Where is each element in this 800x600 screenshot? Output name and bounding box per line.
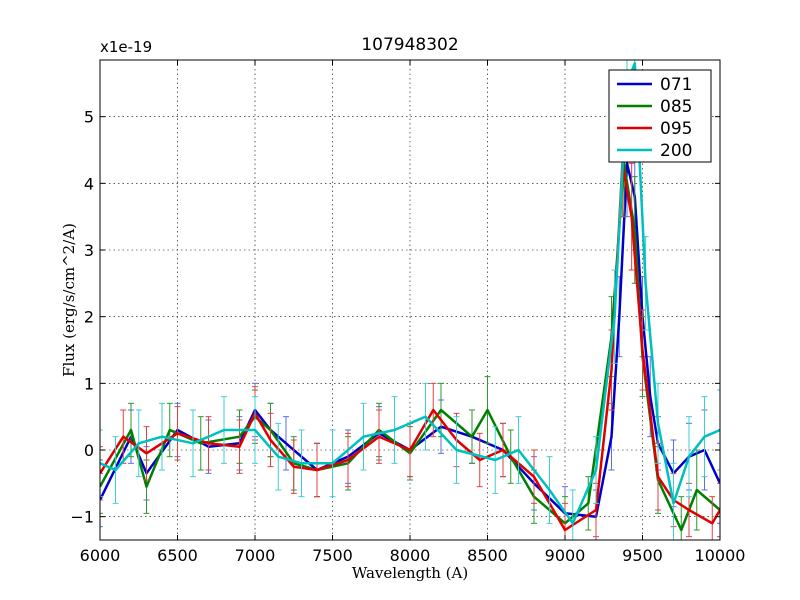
legend-label-095: 095	[660, 119, 692, 139]
series-200	[100, 60, 720, 540]
x-tick-label: 7000	[235, 546, 276, 565]
x-tick-label: 10000	[695, 546, 746, 565]
y-tick-label: 5	[84, 108, 94, 127]
y-tick-label: −1	[70, 508, 94, 527]
x-tick-label: 8500	[467, 546, 508, 565]
axis-ticks	[99, 60, 721, 540]
x-tick-labels: 6000 6500 7000 7500 8000 8500 9000 9500 10000	[80, 546, 746, 565]
y-tick-labels: −1 0 1 2 3 4 5	[70, 108, 94, 527]
x-tick-label: 9500	[622, 546, 663, 565]
legend-label-200: 200	[660, 141, 692, 161]
chart-title: 107948302	[361, 35, 458, 55]
legend-box	[608, 69, 712, 163]
y-tick-label: 1	[84, 374, 94, 393]
series-line-200	[100, 62, 720, 525]
x-tick-label: 6000	[80, 546, 121, 565]
y-multiplier-label: x1e-19	[100, 38, 152, 56]
y-tick-label: 4	[84, 174, 94, 193]
data-series	[100, 60, 720, 540]
y-tick-label: 0	[84, 441, 94, 460]
y-tick-label: 3	[84, 241, 94, 260]
x-axis-label: Wavelength (A)	[352, 564, 468, 582]
x-tick-label: 9000	[545, 546, 586, 565]
x-tick-label: 7500	[312, 546, 353, 565]
legend-label-071: 071	[660, 75, 692, 95]
y-axis-label: Flux (erg/s/cm^2/A)	[60, 223, 78, 377]
x-tick-label: 6500	[157, 546, 198, 565]
x-tick-label: 8000	[390, 546, 431, 565]
legend-label-085: 085	[660, 97, 692, 117]
y-tick-label: 2	[84, 308, 94, 327]
